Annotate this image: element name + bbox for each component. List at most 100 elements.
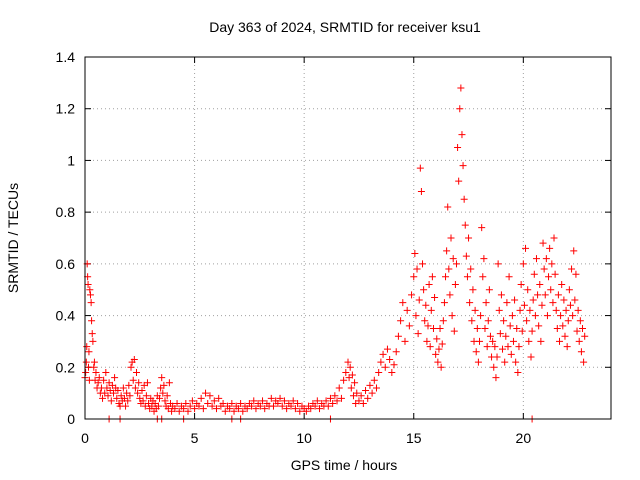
data-point [307, 405, 315, 413]
data-point [562, 306, 570, 314]
data-points [81, 84, 589, 423]
x-tick-label: 20 [516, 430, 532, 446]
data-point [239, 407, 247, 415]
data-point [524, 286, 532, 294]
data-point [433, 335, 441, 343]
data-point [95, 374, 103, 382]
data-point [513, 325, 521, 332]
data-point [449, 255, 457, 263]
data-point [413, 265, 421, 273]
data-point [422, 301, 430, 309]
data-point [473, 325, 481, 332]
data-point [415, 296, 423, 304]
data-point [542, 255, 550, 263]
data-point [250, 397, 258, 405]
data-point [439, 317, 447, 325]
data-point [134, 389, 142, 397]
data-point [511, 296, 519, 304]
data-point [316, 405, 324, 413]
y-tick-label: 1 [67, 152, 75, 168]
data-point [580, 358, 588, 366]
data-point [491, 343, 499, 351]
data-point [375, 368, 383, 376]
data-point [432, 350, 440, 358]
data-point [234, 405, 242, 413]
data-point [448, 312, 456, 320]
data-point [518, 327, 526, 335]
data-point [568, 265, 576, 273]
data-point [397, 317, 405, 325]
data-point [228, 399, 236, 407]
data-point [252, 405, 260, 413]
data-point [546, 244, 554, 252]
data-point [202, 389, 210, 397]
data-point [206, 392, 214, 400]
data-point [427, 306, 435, 314]
data-point [210, 397, 218, 405]
data-point [482, 299, 490, 307]
data-point [133, 368, 141, 376]
data-point [503, 299, 511, 307]
data-point [195, 402, 203, 410]
data-point [477, 312, 485, 320]
data-point [500, 317, 508, 325]
data-point [182, 399, 190, 407]
x-tick-label: 5 [191, 430, 199, 446]
data-point [124, 397, 132, 405]
data-point [213, 405, 220, 413]
data-point [547, 286, 555, 294]
data-point [471, 306, 479, 314]
data-point [426, 343, 434, 351]
data-point [259, 397, 267, 405]
data-point [329, 399, 337, 407]
data-point [459, 162, 467, 170]
data-point [204, 399, 212, 407]
data-point [505, 273, 513, 281]
data-point [243, 405, 251, 413]
data-point [416, 164, 424, 172]
data-point [466, 299, 474, 307]
data-point [522, 244, 530, 252]
data-point [353, 389, 361, 397]
data-point [436, 325, 444, 332]
data-point [331, 392, 339, 400]
data-point [480, 255, 488, 263]
data-point [563, 343, 571, 351]
data-point [572, 270, 580, 278]
data-point [526, 306, 534, 314]
data-point [197, 394, 205, 402]
data-point [519, 260, 527, 268]
data-point [535, 322, 543, 330]
data-point [368, 389, 376, 397]
data-point [289, 397, 297, 405]
data-point [82, 368, 90, 376]
data-point [83, 343, 91, 351]
data-point [173, 399, 181, 407]
data-point [551, 270, 559, 278]
data-point [276, 394, 284, 402]
data-point [171, 405, 179, 413]
data-point [574, 306, 582, 314]
data-point [333, 397, 341, 405]
data-point [372, 384, 380, 392]
data-point [423, 337, 431, 345]
data-point [313, 397, 321, 405]
data-point [536, 281, 544, 289]
data-point [165, 379, 173, 387]
data-point [460, 195, 468, 203]
data-point [221, 407, 229, 415]
data-point [575, 337, 583, 345]
data-point [540, 265, 548, 273]
data-point [550, 234, 558, 242]
data-point [541, 291, 549, 299]
data-point [558, 281, 566, 289]
data-point [89, 337, 97, 345]
data-point [474, 358, 482, 366]
data-point [237, 399, 245, 407]
data-point [570, 247, 578, 255]
data-point [86, 286, 94, 294]
data-point [517, 281, 525, 289]
data-point [577, 348, 585, 356]
data-point [446, 291, 454, 299]
data-point [492, 374, 500, 382]
